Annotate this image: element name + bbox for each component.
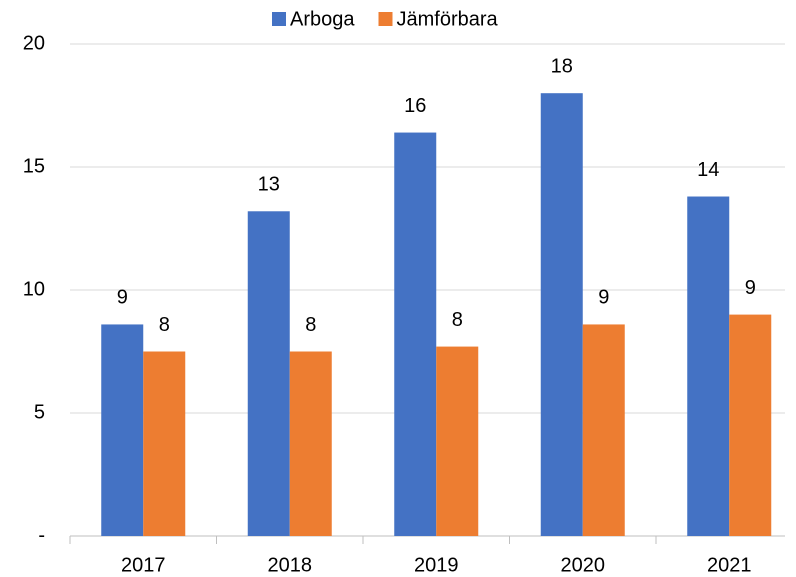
- bar: [247, 211, 290, 536]
- bar: [729, 314, 772, 536]
- data-label: 16: [404, 95, 426, 117]
- data-label: 9: [117, 287, 128, 309]
- data-label: 13: [258, 174, 280, 196]
- x-tick-label: 2019: [414, 554, 459, 576]
- bar: [540, 93, 583, 536]
- y-tick-label: -: [38, 524, 45, 546]
- bar: [436, 346, 479, 536]
- y-tick-label: 15: [23, 155, 45, 177]
- x-tick-label: 2020: [561, 554, 606, 576]
- bar: [687, 196, 730, 536]
- data-label: 9: [745, 277, 756, 299]
- data-label: 8: [159, 314, 170, 336]
- y-tick-label: 20: [23, 32, 45, 54]
- y-tick-label: 10: [23, 278, 45, 300]
- legend-label: Jämförbara: [397, 8, 499, 30]
- bar: [289, 351, 332, 536]
- data-label: 8: [305, 314, 316, 336]
- data-label: 8: [452, 309, 463, 331]
- data-label: 9: [598, 287, 609, 309]
- data-label: 14: [697, 159, 719, 181]
- bar: [101, 324, 144, 536]
- legend-swatch: [272, 12, 286, 26]
- x-tick-label: 2021: [707, 554, 752, 576]
- x-tick-label: 2018: [268, 554, 313, 576]
- bar: [394, 132, 437, 536]
- data-label: 18: [551, 55, 573, 77]
- y-tick-label: 5: [34, 401, 45, 423]
- bar: [143, 351, 186, 536]
- legend-swatch: [378, 12, 393, 26]
- legend-label: Arboga: [290, 8, 355, 30]
- x-tick-label: 2017: [121, 554, 166, 576]
- bar: [582, 324, 625, 536]
